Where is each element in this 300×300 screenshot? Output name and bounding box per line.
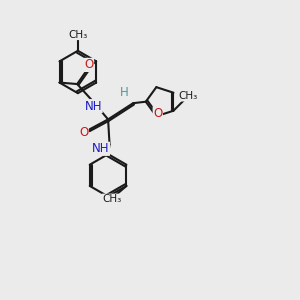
Text: H: H xyxy=(120,86,129,99)
Text: O: O xyxy=(153,107,163,120)
Text: NH: NH xyxy=(92,142,110,155)
Text: NH: NH xyxy=(85,100,102,112)
Text: O: O xyxy=(84,58,94,71)
Text: CH₃: CH₃ xyxy=(68,30,88,40)
Text: CH₃: CH₃ xyxy=(178,91,197,101)
Text: O: O xyxy=(79,126,88,139)
Text: CH₃: CH₃ xyxy=(102,194,121,204)
